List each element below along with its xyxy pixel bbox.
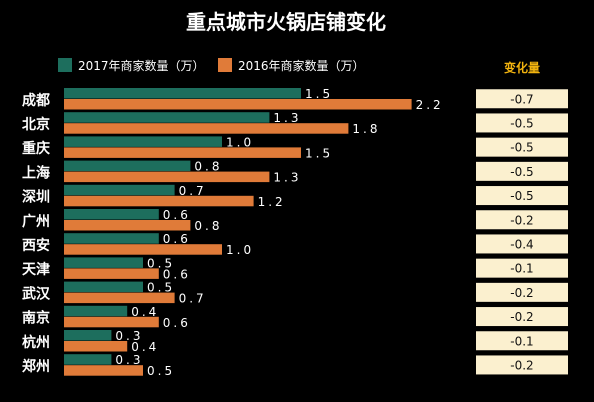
data-label: 1.0 <box>226 243 254 257</box>
bar-2016 <box>64 244 222 255</box>
category-label: 上海 <box>22 164 50 181</box>
data-label: 2.2 <box>416 98 444 112</box>
chart-title: 重点城市火锅店铺变化 <box>186 10 386 34</box>
change-cell <box>476 234 568 254</box>
bar-2016 <box>64 341 128 352</box>
change-cell <box>476 258 568 278</box>
change-cell <box>476 331 568 351</box>
data-label: 0.6 <box>163 267 191 281</box>
change-value: -0.1 <box>510 334 533 348</box>
category-label: 成都 <box>22 92 50 109</box>
data-label: 0.3 <box>115 353 143 367</box>
bar-2016 <box>64 171 270 183</box>
data-label: 1.8 <box>352 122 380 136</box>
legend: 2017年商家数量（万） 2016年商家数量（万） <box>58 58 365 73</box>
bar-2017 <box>64 354 112 365</box>
bar-2016 <box>64 195 254 207</box>
change-cell <box>476 137 568 157</box>
change-cell <box>476 282 568 302</box>
data-label: 1.5 <box>305 87 333 101</box>
category-label: 武汉 <box>22 285 51 302</box>
bar-2016 <box>64 99 412 110</box>
data-label: 0.5 <box>147 281 175 295</box>
bar-2017 <box>64 88 301 99</box>
bar-2016 <box>64 316 159 328</box>
category-label: 杭州 <box>22 334 50 351</box>
bar-2017 <box>64 209 159 220</box>
category-label: 深圳 <box>22 189 50 206</box>
change-cell <box>476 186 568 206</box>
change-value: -0.7 <box>510 92 533 106</box>
category-label: 西安 <box>22 237 50 254</box>
category-label: 重庆 <box>22 140 50 157</box>
change-value: -0.2 <box>510 358 533 372</box>
legend-label-2017: 2017年商家数量（万） <box>78 58 205 73</box>
data-label: 1.3 <box>273 171 301 185</box>
change-value: -0.5 <box>510 141 533 155</box>
bar-rows: 成都 1.5 2.2 -0.7 北京 1.3 1.8 -0.5 重庆 1.0 1.5 -0.5 上海 0.… <box>22 87 568 378</box>
data-label: 1.0 <box>226 135 254 149</box>
bar-2016 <box>64 365 143 376</box>
bar-2017 <box>64 281 143 293</box>
legend-swatch-2016 <box>218 58 232 72</box>
data-label: 0.7 <box>179 184 207 198</box>
change-value: -0.1 <box>510 262 533 276</box>
change-cell <box>476 113 568 133</box>
data-label: 1.2 <box>258 195 286 209</box>
bar-2016 <box>64 268 159 279</box>
bar-2017 <box>64 136 222 147</box>
change-cell <box>476 89 568 109</box>
data-label: 1.5 <box>305 146 333 160</box>
change-value: -0.5 <box>510 116 533 130</box>
change-column-header: 变化量 <box>504 60 540 75</box>
bar-2017 <box>64 305 128 317</box>
data-label: 0.6 <box>163 208 191 222</box>
bar-2016 <box>64 123 349 134</box>
change-value: -0.2 <box>510 286 533 300</box>
data-label: 0.6 <box>163 232 191 246</box>
bar-2016 <box>64 147 301 158</box>
data-label: 0.5 <box>147 256 175 270</box>
bar-2017 <box>64 112 270 123</box>
legend-label-2016: 2016年商家数量（万） <box>238 58 365 73</box>
change-value: -0.5 <box>510 165 533 179</box>
data-label: 0.7 <box>179 292 207 306</box>
bar-2017 <box>64 160 191 172</box>
bar-2017 <box>64 184 175 196</box>
data-label: 0.5 <box>147 364 175 378</box>
bar-2017 <box>64 233 159 244</box>
category-label: 北京 <box>22 116 50 133</box>
data-label: 0.3 <box>115 329 143 343</box>
data-label: 0.6 <box>163 316 191 330</box>
legend-swatch-2017 <box>58 58 72 72</box>
change-cell <box>476 307 568 327</box>
change-value: -0.2 <box>510 213 533 227</box>
change-cell <box>476 161 568 181</box>
change-value: -0.4 <box>510 237 533 251</box>
change-value: -0.5 <box>510 189 533 203</box>
data-label: 0.8 <box>194 219 222 233</box>
data-label: 0.4 <box>131 340 159 354</box>
data-label: 1.3 <box>273 111 301 125</box>
bar-2017 <box>64 257 143 268</box>
change-cell <box>476 210 568 230</box>
category-label: 广州 <box>22 213 50 230</box>
change-value: -0.2 <box>510 310 533 324</box>
change-cell <box>476 355 568 375</box>
bar-2017 <box>64 330 112 341</box>
data-label: 0.8 <box>194 160 222 174</box>
category-label: 郑州 <box>22 358 50 375</box>
bar-2016 <box>64 292 175 304</box>
category-label: 天津 <box>22 261 50 278</box>
bar-2016 <box>64 220 191 231</box>
category-label: 南京 <box>22 310 50 327</box>
data-label: 0.4 <box>131 305 159 319</box>
